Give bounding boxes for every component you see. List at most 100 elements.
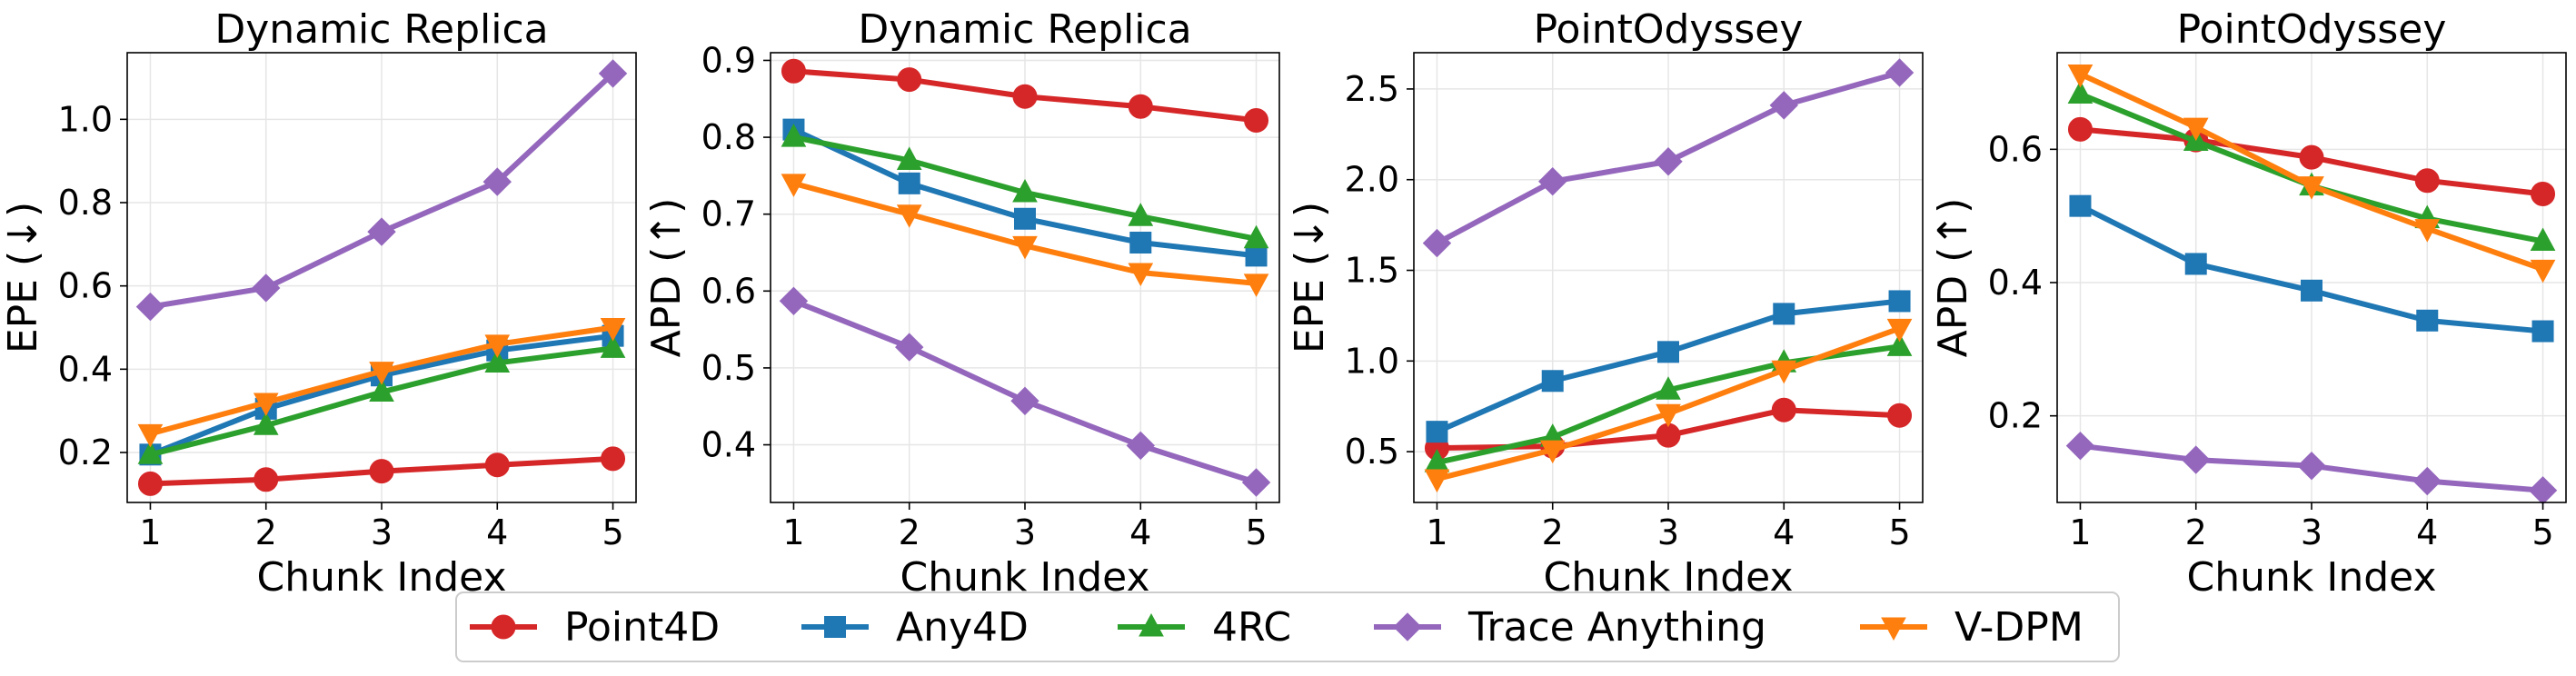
panel-2-point-trace-anything-1 xyxy=(779,286,809,316)
panel-4-point-trace-anything-3 xyxy=(2297,451,2326,481)
panel-3-ytick-label-2: 1.0 xyxy=(1345,341,1399,381)
panel-3-point-v-dpm-4 xyxy=(1771,360,1797,384)
legend-entry-4rc: 4RC xyxy=(1118,604,1291,651)
legend-entry-v-dpm: V-DPM xyxy=(1860,604,2084,651)
panel-4: 1 2 3 4 5 0.2 0.4 0.6 PointOdyssey Chunk Index APD… xyxy=(1930,6,2567,601)
legend-entry-trace-anything: Trace Anything xyxy=(1374,604,1766,651)
panel-4-point-point4d-3 xyxy=(2299,144,2324,170)
panel-2-point-any4d-4 xyxy=(1129,232,1152,254)
panel-4-point-any4d-2 xyxy=(2184,253,2207,275)
panel-3-point-trace-anything-2 xyxy=(1538,167,1567,196)
panel-1-point-v-dpm-2 xyxy=(253,393,279,417)
legend-marker-v-dpm xyxy=(1881,617,1906,641)
panel-3-point-trace-anything-4 xyxy=(1769,91,1798,120)
panel-2-point-point4d-3 xyxy=(1012,84,1038,109)
panel-4-point-v-dpm-4 xyxy=(2414,219,2441,243)
panel-4-xtick-label-5: 5 xyxy=(2531,512,2553,552)
panel-4-point-point4d-1 xyxy=(2067,116,2093,142)
panel-1-xtick-label-4: 4 xyxy=(486,512,508,552)
panel-2-point-any4d-2 xyxy=(898,172,920,194)
panel-3-ylabel: EPE (↓) xyxy=(1287,202,1333,353)
panel-3-point-v-dpm-2 xyxy=(1539,440,1566,464)
panel-1-point-trace-anything-4 xyxy=(482,167,512,196)
panel-2-point-trace-anything-2 xyxy=(895,333,924,362)
legend-marker-4rc xyxy=(1139,612,1164,637)
panel-1-point-point4d-3 xyxy=(369,459,394,484)
panel-1-point-v-dpm-4 xyxy=(484,334,511,358)
panel-3-ytick-label-4: 2.0 xyxy=(1345,160,1399,200)
panel-1-point-4rc-5 xyxy=(600,334,626,358)
panel-2-point-trace-anything-4 xyxy=(1126,431,1155,461)
panel-1-point-trace-anything-2 xyxy=(252,273,281,303)
panel-3-point-v-dpm-3 xyxy=(1656,403,1681,428)
chart-panels: 1 2 3 4 5 0.2 0.4 0.6 0.8 1.0 Dynamic Replica Chunk… xyxy=(0,6,2567,601)
panel-1-point-trace-anything-3 xyxy=(367,217,396,246)
panel-4-ylabel: APD (↑) xyxy=(1930,198,1976,358)
panel-1-point-point4d-1 xyxy=(137,471,163,496)
panel-4-xtick-label-3: 3 xyxy=(2301,512,2322,552)
panel-2-xtick-label-5: 5 xyxy=(1245,512,1267,552)
panel-1-point-4rc-3 xyxy=(369,378,394,403)
panel-2-point-v-dpm-1 xyxy=(781,174,807,197)
panel-3-point-any4d-2 xyxy=(1541,370,1564,393)
panel-1-point-v-dpm-3 xyxy=(369,362,394,385)
panel-1-ytick-label-5: 1.0 xyxy=(58,99,113,139)
panel-2-point-4rc-4 xyxy=(1128,203,1154,226)
panel-2-point-any4d-3 xyxy=(1014,207,1036,230)
panel-4-point-v-dpm-1 xyxy=(2067,64,2094,88)
panel-4-point-any4d-3 xyxy=(2301,279,2322,302)
panel-4-point-point4d-5 xyxy=(2531,181,2556,206)
panel-3-ytick-label-5: 2.5 xyxy=(1345,69,1399,109)
panel-1-ylabel: EPE (↓) xyxy=(0,202,46,353)
legend: Point4D Any4D 4RC Trace Anything V-DPM xyxy=(455,592,2120,662)
panel-3-point-trace-anything-5 xyxy=(1885,58,1915,87)
panel-3-point-v-dpm-5 xyxy=(1886,318,1913,343)
panel-3-xtick-label-3: 3 xyxy=(1657,512,1679,552)
panel-2-point-4rc-5 xyxy=(1243,224,1269,249)
panel-2-title: Dynamic Replica xyxy=(858,6,1191,53)
panel-4-point-v-dpm-5 xyxy=(2530,259,2556,283)
legend-box xyxy=(455,592,2120,662)
panel-1-point-4rc-4 xyxy=(484,349,511,373)
panel-3-point-trace-anything-3 xyxy=(1654,147,1683,176)
panel-1-ytick-label-1: 0.2 xyxy=(58,432,113,472)
panel-3-point-any4d-5 xyxy=(1888,290,1911,313)
panel-3-xtick-label-5: 5 xyxy=(1888,512,1910,552)
panel-3-point-point4d-5 xyxy=(1887,403,1913,428)
panel-2-ytick-label-5: 0.8 xyxy=(701,117,756,157)
panel-2-point-4rc-3 xyxy=(1012,178,1038,203)
panel-3-xtick-label-4: 4 xyxy=(1773,512,1795,552)
panel-1-ytick-label-4: 0.8 xyxy=(58,183,113,223)
panel-4-xtick-label-1: 1 xyxy=(2069,512,2091,552)
panel-2-point-any4d-5 xyxy=(1245,244,1268,267)
panel-3-ytick-label-1: 0.5 xyxy=(1345,432,1399,472)
panel-4-point-trace-anything-5 xyxy=(2528,476,2558,505)
panel-4-ytick-label-2: 0.4 xyxy=(1988,263,2043,303)
panel-1-xtick-label-5: 5 xyxy=(602,512,623,552)
panel-1-point-trace-anything-1 xyxy=(135,292,165,322)
panel-2-ytick-label-6: 0.9 xyxy=(701,40,756,80)
panel-3-xtick-label-2: 2 xyxy=(1542,512,1564,552)
panel-2-point-point4d-1 xyxy=(781,58,806,84)
panel-4-ytick-label-3: 0.6 xyxy=(1988,129,2043,169)
panel-1-xtick-label-2: 2 xyxy=(255,512,277,552)
panel-2-point-v-dpm-4 xyxy=(1128,263,1154,287)
panel-2-ytick-label-2: 0.5 xyxy=(701,348,756,388)
panel-3-point-any4d-1 xyxy=(1426,421,1448,443)
panel-2-xtick-label-3: 3 xyxy=(1014,512,1036,552)
panel-2-ylabel: APD (↑) xyxy=(643,198,690,358)
panel-3-ytick-label-3: 1.5 xyxy=(1345,251,1399,291)
panel-2-point-point4d-5 xyxy=(1244,107,1269,133)
panel-4-point-any4d-1 xyxy=(2069,194,2092,217)
panel-1-title: Dynamic Replica xyxy=(214,6,548,53)
panel-4-title: PointOdyssey xyxy=(2177,6,2447,53)
panel-1-point-4rc-1 xyxy=(137,441,164,464)
panel-4-xtick-label-2: 2 xyxy=(2185,512,2207,552)
panel-1-point-trace-anything-5 xyxy=(598,59,628,88)
panel-4-point-4rc-1 xyxy=(2067,80,2094,104)
panel-1-point-v-dpm-1 xyxy=(137,423,164,448)
panel-2-point-v-dpm-2 xyxy=(896,204,922,228)
